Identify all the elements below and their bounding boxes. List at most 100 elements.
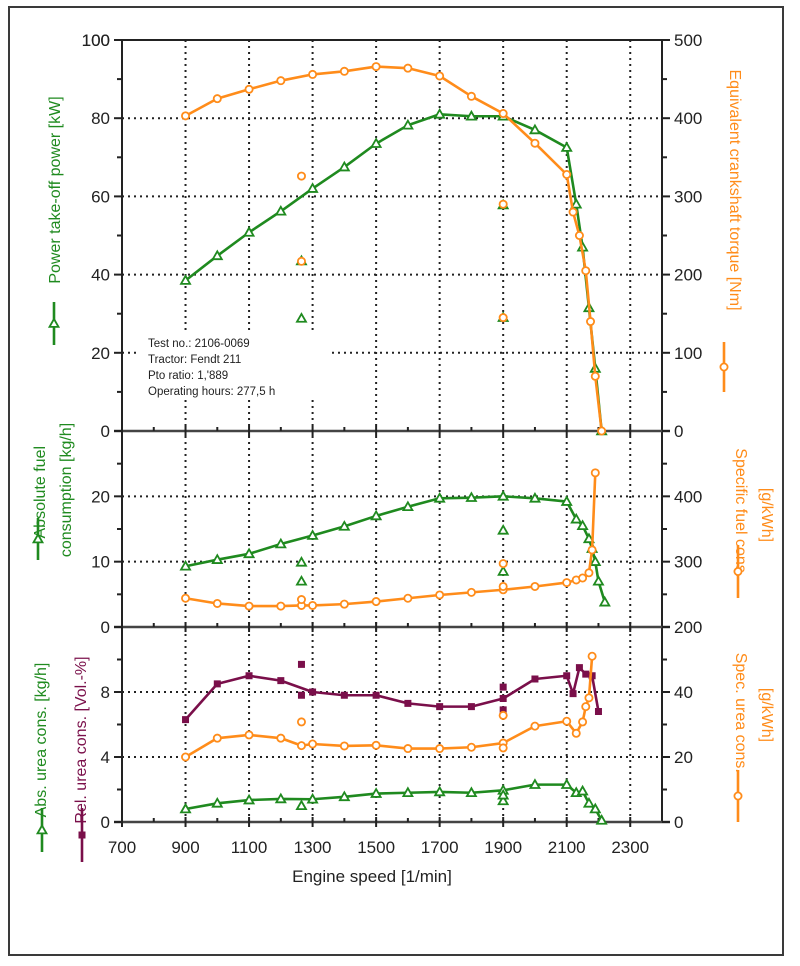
right-y-tick-label: 40 xyxy=(674,683,693,702)
axes: 700 900 1100 1300 1500 1700 1900 2100 2300020406… xyxy=(82,31,703,857)
data-point-circle xyxy=(562,170,572,180)
sfc-axis-label: Specific fuel cons. [g/kWh] xyxy=(732,448,775,581)
info-pto-ratio: Pto ratio: 1,'889 xyxy=(148,370,228,382)
right-y-tick-label: 400 xyxy=(674,487,702,506)
right-y-tick-label: 200 xyxy=(674,618,702,637)
data-point-triangle xyxy=(338,790,351,802)
x-tick-label: 2100 xyxy=(548,838,586,857)
data-point-triangle xyxy=(35,823,49,835)
series-absolute-fuel-consumption-kg-h xyxy=(179,490,611,607)
x-axis-title: Engine speed [1/min] xyxy=(292,867,452,886)
rel-urea-axis-label: Rel. urea cons. [Vol.-%] xyxy=(73,656,90,823)
legend-marker xyxy=(733,545,743,598)
data-point-triangle xyxy=(576,519,589,531)
data-point-triangle xyxy=(179,559,192,571)
data-point-square xyxy=(297,660,305,668)
right-axis-title-sfc: Specific fuel cons. [g/kWh] xyxy=(732,448,775,581)
data-point-triangle xyxy=(306,792,319,804)
data-point-triangle xyxy=(295,312,308,323)
data-point-circle xyxy=(530,721,540,731)
data-point-square xyxy=(372,691,380,699)
data-point-triangle xyxy=(243,547,256,559)
data-point-square xyxy=(340,691,348,699)
data-point-triangle xyxy=(592,574,605,586)
data-point-triangle xyxy=(465,109,478,121)
data-point-square xyxy=(582,670,590,678)
data-point-circle xyxy=(435,71,445,81)
legend-marker xyxy=(31,518,45,560)
data-point-triangle xyxy=(179,802,192,814)
data-point-circle xyxy=(578,573,588,583)
data-point-circle xyxy=(530,581,540,591)
data-point-circle xyxy=(244,601,254,611)
data-point-circle xyxy=(276,601,286,611)
info-operating-hours: Operating hours: 277,5 h xyxy=(148,386,275,398)
data-point-triangle xyxy=(589,802,602,814)
data-point-triangle xyxy=(528,123,541,135)
data-point-square xyxy=(213,680,221,688)
left-y-tick-label: 20 xyxy=(91,487,110,506)
data-point-triangle xyxy=(595,814,608,825)
data-point-triangle xyxy=(465,786,478,798)
data-point-triangle xyxy=(576,784,589,796)
left-y-tick-label: 20 xyxy=(91,344,110,363)
info-box: Test no.: 2106-0069 Tractor: Fendt 211 P… xyxy=(140,330,330,400)
spec-urea-axis-label-line1: Spec. urea cons. xyxy=(732,653,749,773)
data-point-triangle xyxy=(211,553,224,564)
right-y-tick-label: 500 xyxy=(674,31,702,50)
data-point-square xyxy=(563,672,571,680)
data-point-circle xyxy=(562,578,572,588)
data-point-circle xyxy=(498,743,508,753)
x-tick-label: 1900 xyxy=(484,838,522,857)
data-point-circle xyxy=(498,559,508,569)
data-point-triangle xyxy=(433,491,446,503)
data-point-triangle xyxy=(570,197,583,209)
info-tractor: Tractor: Fendt 211 xyxy=(148,354,241,366)
data-point-circle xyxy=(584,693,594,703)
data-point-triangle xyxy=(274,792,287,804)
data-point-square xyxy=(436,703,444,711)
left-axis-title-abs-urea: Abs. urea cons. [kg/h] xyxy=(33,663,50,818)
left-y-tick-label: 10 xyxy=(91,553,110,572)
legend-marker xyxy=(47,302,61,345)
data-point-circle xyxy=(578,717,588,727)
data-point-circle xyxy=(403,593,413,603)
data-point-triangle xyxy=(338,520,351,531)
data-point-circle xyxy=(733,567,743,577)
data-point-circle xyxy=(308,600,318,610)
left-y-tick-label: 0 xyxy=(101,618,110,637)
data-point-triangle xyxy=(295,574,308,586)
right-y-tick-label: 300 xyxy=(674,553,702,572)
data-point-circle xyxy=(466,742,476,752)
data-point-circle xyxy=(308,739,318,749)
fuel-axis-label-line1: Absolute fuel xyxy=(32,446,49,539)
left-y-tick-label: 80 xyxy=(91,109,110,128)
spec-urea-axis-label: Spec. urea cons. [g/kWh] xyxy=(732,653,775,778)
data-point-triangle xyxy=(243,226,256,237)
data-point-circle xyxy=(339,66,349,76)
data-point-square xyxy=(467,703,475,711)
data-point-circle xyxy=(371,740,381,750)
left-axis-title-rel-urea: Rel. urea cons. [Vol.-%] xyxy=(73,656,90,823)
right-y-tick-label: 0 xyxy=(674,422,683,441)
data-point-triangle xyxy=(370,509,383,521)
data-point-triangle xyxy=(211,796,224,808)
data-point-square xyxy=(499,695,507,702)
data-point-circle xyxy=(498,581,508,591)
data-point-triangle xyxy=(528,778,541,789)
data-point-circle xyxy=(244,730,254,740)
data-point-square xyxy=(78,831,86,839)
abs-urea-axis-label: Abs. urea cons. [kg/h] xyxy=(33,663,50,818)
torque-axis-label: Equivalent crankshaft torque [Nm] xyxy=(726,69,743,310)
data-point-circle xyxy=(590,468,600,478)
series-line xyxy=(184,656,594,759)
data-point-circle xyxy=(568,207,578,217)
data-point-triangle xyxy=(295,799,308,811)
data-point-circle xyxy=(574,230,584,240)
data-point-circle xyxy=(212,94,222,104)
data-point-triangle xyxy=(401,786,414,798)
left-y-tick-label: 100 xyxy=(82,31,110,50)
data-point-square xyxy=(594,708,602,715)
data-point-circle xyxy=(581,266,591,276)
